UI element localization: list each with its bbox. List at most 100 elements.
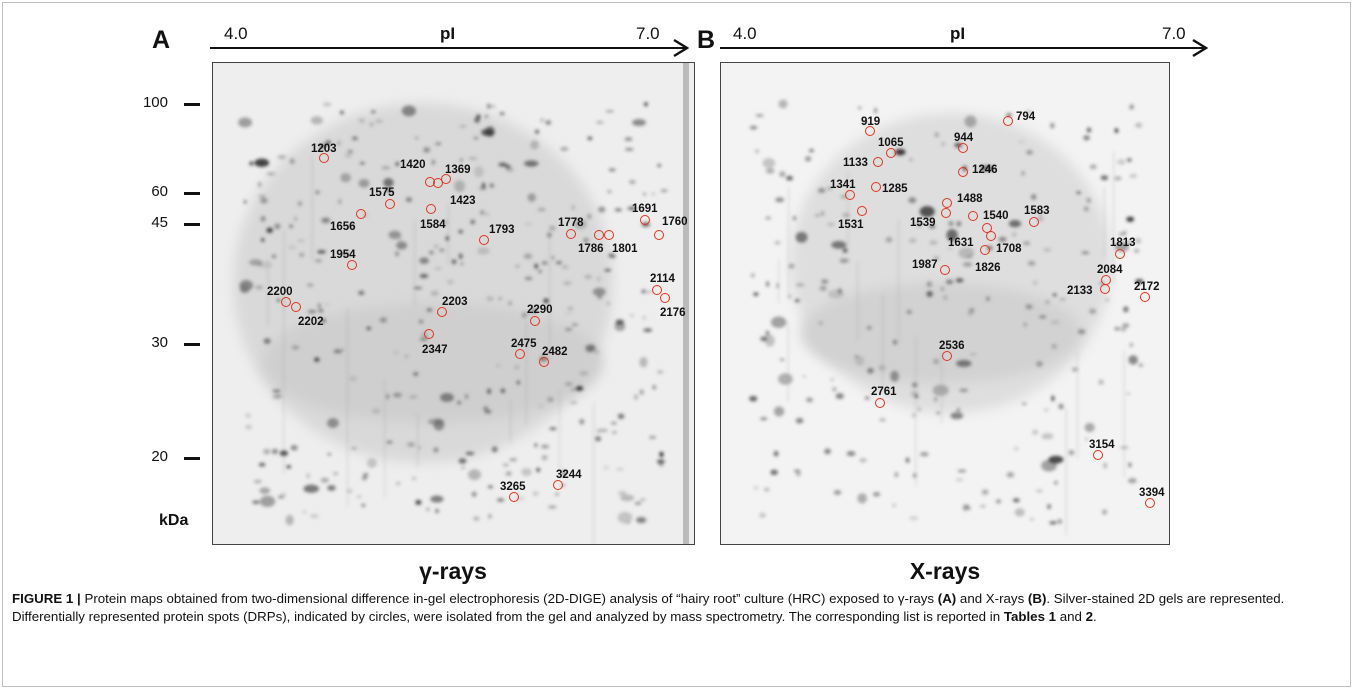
spot-label-1531: 1531 xyxy=(838,219,864,231)
spot-label-3244: 3244 xyxy=(556,469,582,481)
spot-label-1708: 1708 xyxy=(996,243,1022,255)
gel-texture-gamma xyxy=(213,63,694,544)
gel-image-gamma xyxy=(212,62,695,545)
mw-marker-tick xyxy=(184,343,200,346)
spot-label-1539: 1539 xyxy=(910,217,936,229)
mw-marker-label-60: 60 xyxy=(151,183,168,200)
spot-circle-2202 xyxy=(291,302,301,312)
caption-ref-b: (B) xyxy=(1027,591,1047,606)
spot-label-1760: 1760 xyxy=(662,216,688,228)
spot-label-2202: 2202 xyxy=(298,316,324,328)
spot-label-1987: 1987 xyxy=(912,259,938,271)
panel-letter-a: A xyxy=(152,26,171,54)
spot-circle-1954 xyxy=(347,260,357,270)
spot-circle-1065 xyxy=(886,148,896,158)
spot-circle-1691 xyxy=(640,215,650,225)
mw-marker-label-30: 30 xyxy=(151,334,168,351)
spot-label-1488: 1488 xyxy=(957,193,983,205)
spot-circle-3394 xyxy=(1145,498,1155,508)
spot-circle-2536 xyxy=(942,351,952,361)
spot-circle-944 xyxy=(958,143,968,153)
ph-start-b: 4.0 xyxy=(733,24,757,43)
spot-label-1631: 1631 xyxy=(948,237,974,249)
spot-circle-1987 xyxy=(940,265,950,275)
spot-label-1285: 1285 xyxy=(882,183,908,195)
caption-table2: 2 xyxy=(1085,609,1094,624)
spot-label-944: 944 xyxy=(954,132,974,144)
gel-image-xray xyxy=(720,62,1170,545)
spot-label-3394: 3394 xyxy=(1139,487,1165,499)
spot-label-2203: 2203 xyxy=(442,296,468,308)
spot-circle-2176 xyxy=(660,293,670,303)
ph-end-a: 7.0 xyxy=(636,24,660,43)
caption-rest: . Silver-stained 2D gels are represented… xyxy=(12,591,1285,624)
spot-label-2290: 2290 xyxy=(527,304,553,316)
caption-ref-a: (A) xyxy=(937,591,957,606)
caption-mid: and X-rays xyxy=(956,591,1028,606)
spot-label-1065: 1065 xyxy=(878,137,904,149)
spot-label-794: 794 xyxy=(1016,111,1036,123)
spot-circle-1656 xyxy=(356,209,366,219)
caption-end: . xyxy=(1093,609,1097,624)
spot-label-1793: 1793 xyxy=(489,224,515,236)
spot-label-919: 919 xyxy=(861,116,881,128)
caption-and: and xyxy=(1056,609,1086,624)
gel-title-xray: X-rays xyxy=(909,558,981,584)
spot-circle-1708 xyxy=(986,231,996,241)
spot-label-2133: 2133 xyxy=(1067,285,1093,297)
spot-label-1778: 1778 xyxy=(558,217,584,229)
spot-label-1246: 1246 xyxy=(972,164,998,176)
spot-label-2084: 2084 xyxy=(1097,264,1123,276)
spot-label-1691: 1691 xyxy=(632,203,658,215)
spot-circle-2114 xyxy=(652,285,662,295)
spot-label-2475: 2475 xyxy=(511,338,537,350)
spot-label-2347: 2347 xyxy=(422,344,448,356)
pi-axis-label-b: pI xyxy=(950,24,966,43)
spot-circle-1584 xyxy=(426,204,436,214)
spot-circle-1488 xyxy=(942,198,952,208)
caption-text: Protein maps obtained from two-dimension… xyxy=(80,591,938,606)
spot-label-1575: 1575 xyxy=(369,187,395,199)
spot-label-1203: 1203 xyxy=(311,143,337,155)
spot-label-2200: 2200 xyxy=(267,286,293,298)
spot-circle-2482 xyxy=(539,357,549,367)
mw-marker-tick xyxy=(184,223,200,226)
spot-circle-1341 xyxy=(845,190,855,200)
mw-marker-label-20: 20 xyxy=(151,448,168,465)
spot-circle-3265 xyxy=(509,492,519,502)
spot-circle-2172 xyxy=(1140,292,1150,302)
spot-label-1133: 1133 xyxy=(843,157,868,169)
spot-circle-3154 xyxy=(1093,450,1103,460)
spot-circle-1826 xyxy=(980,245,990,255)
spot-circle-1203 xyxy=(319,153,329,163)
spot-circle-1583 xyxy=(1029,217,1039,227)
spot-circle-2475 xyxy=(515,349,525,359)
panel-letter-b: B xyxy=(697,26,716,54)
spot-circle-794 xyxy=(1003,116,1013,126)
spot-label-1540: 1540 xyxy=(983,210,1009,222)
spot-label-1369: 1369 xyxy=(445,164,471,176)
spot-label-1826: 1826 xyxy=(975,262,1001,274)
pi-axis-label-a: pI xyxy=(440,24,456,43)
spot-circle-1531 xyxy=(857,206,867,216)
pi-arrow-a xyxy=(210,38,690,58)
spot-circle-2290 xyxy=(530,316,540,326)
ph-end-b: 7.0 xyxy=(1162,24,1186,43)
spot-label-2761: 2761 xyxy=(871,386,897,398)
gel-title-gamma: γ-rays xyxy=(419,558,487,584)
spot-label-1584: 1584 xyxy=(420,219,446,231)
spot-label-1801: 1801 xyxy=(612,243,638,255)
spot-circle-1786 xyxy=(594,230,604,240)
spot-circle-2133 xyxy=(1100,284,1110,294)
spot-circle-1540 xyxy=(968,211,978,221)
ph-start-a: 4.0 xyxy=(224,24,248,43)
mw-marker-tick xyxy=(184,103,200,106)
spot-circle-2200 xyxy=(281,297,291,307)
spot-label-1656: 1656 xyxy=(330,221,356,233)
mw-marker-tick xyxy=(184,457,200,460)
spot-circle-1793 xyxy=(479,235,489,245)
mw-unit-label: kDa xyxy=(159,512,189,529)
mw-marker-label-45: 45 xyxy=(151,214,168,231)
gel-texture-xray xyxy=(721,63,1169,544)
